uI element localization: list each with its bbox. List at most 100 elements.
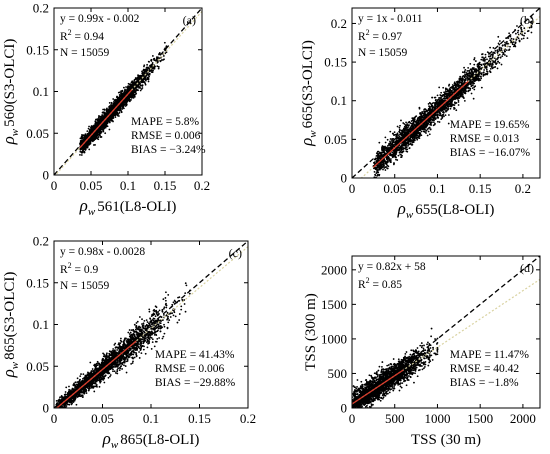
data-point [389, 138, 392, 140]
data-point [528, 26, 531, 29]
data-point [97, 116, 100, 119]
data-point [114, 116, 117, 119]
data-point [378, 141, 381, 144]
data-point [94, 133, 97, 136]
data-point [431, 96, 434, 99]
data-point [449, 104, 452, 107]
data-point [407, 144, 409, 147]
data-point [425, 122, 428, 125]
data-point [471, 74, 474, 77]
data-point [517, 37, 520, 40]
data-point [110, 118, 113, 120]
data-point [91, 140, 94, 143]
data-point [504, 50, 507, 53]
data-point [489, 65, 491, 67]
data-point [505, 55, 508, 58]
data-point [453, 106, 455, 109]
data-point [483, 69, 486, 71]
data-point [113, 112, 116, 115]
data-point [502, 53, 504, 56]
data-point [499, 49, 501, 52]
data-point [446, 108, 449, 110]
data-point [103, 112, 106, 114]
data-point [132, 91, 135, 94]
data-point [436, 111, 438, 114]
data-point [120, 111, 123, 114]
data-point [105, 108, 108, 111]
data-point [456, 98, 459, 100]
data-point [497, 35, 500, 38]
data-point [453, 108, 455, 110]
data-point [402, 122, 405, 124]
data-point [438, 86, 441, 89]
data-point [133, 94, 136, 97]
data-point [122, 103, 125, 106]
data-point [101, 114, 104, 116]
data-point [460, 84, 463, 87]
data-point [381, 146, 383, 149]
data-point [102, 130, 105, 133]
data-point [98, 119, 101, 121]
data-point [92, 127, 95, 130]
r-squared-sup: 2 [68, 28, 72, 37]
data-point [491, 56, 494, 59]
y-tick-label: 0 [43, 168, 50, 183]
data-point [413, 116, 416, 119]
data-point [93, 126, 96, 128]
data-point [105, 124, 108, 127]
data-point [143, 81, 146, 84]
data-point [141, 70, 143, 73]
data-point [405, 148, 407, 151]
data-point [480, 58, 483, 61]
data-point [381, 151, 384, 154]
data-point [408, 143, 411, 146]
data-point [483, 63, 486, 66]
data-point [445, 90, 448, 93]
data-point [442, 86, 445, 89]
data-point [85, 146, 88, 148]
data-point [87, 140, 90, 143]
data-point [512, 41, 515, 43]
data-point [103, 113, 106, 116]
data-point [463, 99, 466, 102]
data-point [115, 113, 118, 116]
data-point [502, 44, 504, 47]
data-point [451, 87, 454, 90]
data-point [444, 97, 447, 100]
data-point [154, 65, 156, 68]
data-point [512, 45, 515, 48]
data-point [395, 151, 398, 154]
data-point [409, 136, 412, 139]
data-point [521, 34, 524, 36]
data-point [400, 153, 402, 156]
data-point [514, 42, 517, 45]
data-point [499, 56, 502, 59]
data-point [388, 158, 391, 161]
x-tick-label: 0.15 [154, 178, 177, 193]
data-point [509, 45, 511, 48]
data-point [497, 56, 500, 59]
data-point [399, 147, 402, 150]
data-point [467, 66, 470, 69]
data-point [105, 119, 108, 122]
data-point [111, 119, 114, 122]
data-point [139, 82, 141, 85]
x-axis-label-subscript: w [88, 206, 96, 218]
data-point [374, 173, 376, 176]
data-point [141, 84, 144, 87]
data-point [415, 137, 418, 140]
data-point [90, 129, 93, 132]
data-point [126, 91, 128, 94]
data-point [461, 87, 464, 90]
data-point [482, 56, 484, 59]
data-point [102, 129, 105, 131]
data-point [163, 58, 165, 61]
data-point [134, 87, 136, 89]
data-point [413, 138, 416, 141]
data-point [434, 99, 437, 102]
data-point [464, 68, 467, 71]
data-point [480, 72, 483, 75]
data-point [474, 70, 477, 73]
data-point [420, 130, 423, 133]
data-point [374, 157, 377, 160]
